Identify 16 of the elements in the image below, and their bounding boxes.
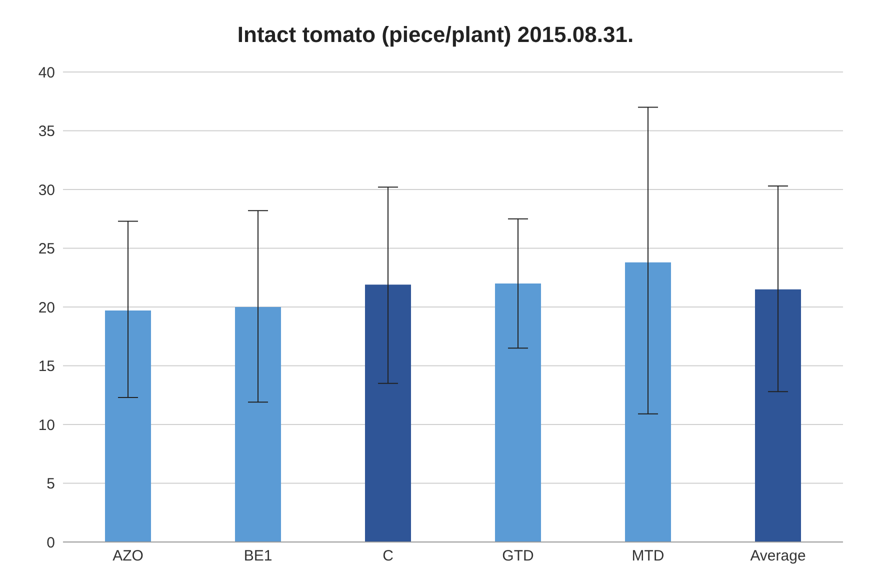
x-tick-label: MTD [632, 548, 664, 565]
x-tick-label: GTD [502, 548, 534, 565]
y-tick-label: 20 [38, 299, 55, 316]
y-tick-label: 30 [38, 182, 55, 199]
chart-title: Intact tomato (piece/plant) 2015.08.31. [236, 21, 635, 49]
y-tick-label: 10 [38, 416, 55, 434]
y-tick-label: 15 [38, 358, 55, 376]
x-tick-label: Average [750, 548, 806, 565]
x-tick-label: AZO [112, 548, 144, 565]
x-tick-label: C [382, 548, 394, 565]
y-tick-label: 35 [38, 123, 55, 140]
y-tick-label: 0 [46, 534, 55, 552]
y-tick-label: 40 [38, 64, 55, 82]
y-tick-label: 5 [46, 476, 55, 493]
x-tick-label: BE1 [244, 548, 272, 565]
y-tick-label: 25 [38, 240, 55, 258]
